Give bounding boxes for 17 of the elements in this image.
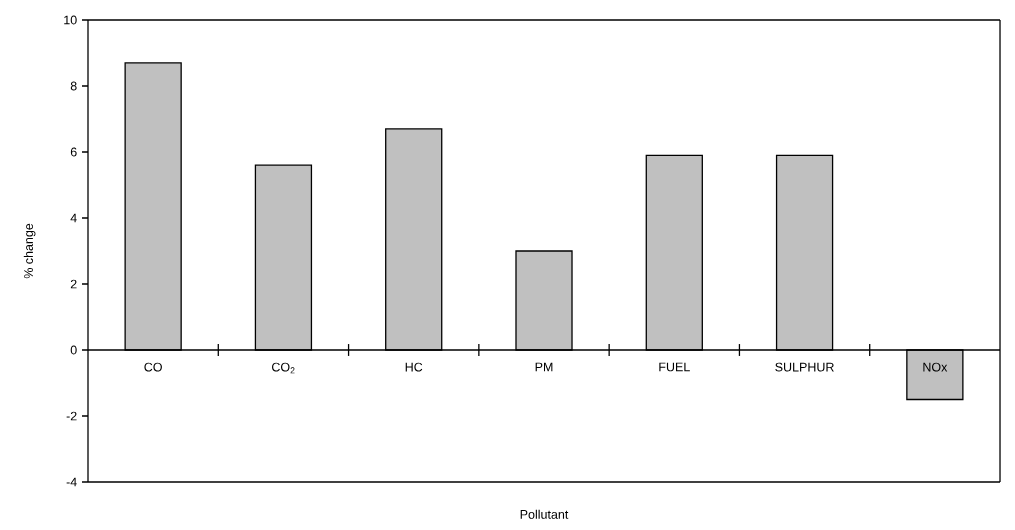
y-tick-label: -4 [66,477,77,487]
x-tick-label: HC [405,362,423,372]
x-tick-label: NOx [923,362,948,372]
y-tick-label: -2 [66,411,77,421]
y-tick-label: 6 [70,147,77,157]
y-tick-label: 10 [64,15,77,25]
y-tick-label: 8 [70,81,77,91]
x-tick-label: SULPHUR [775,362,834,372]
y-tick-label: 2 [70,279,77,289]
x-tick-label: CO$_{2}$ [272,362,295,374]
y-tick-label: 0 [70,345,77,355]
x-axis-title: Pollutant [520,509,569,519]
x-tick-label: PM [535,362,553,372]
y-tick-label: 4 [70,213,77,223]
x-tick-label: CO [144,362,162,372]
x-tick-label: FUEL [659,362,690,372]
y-axis-title: % change [23,223,36,279]
